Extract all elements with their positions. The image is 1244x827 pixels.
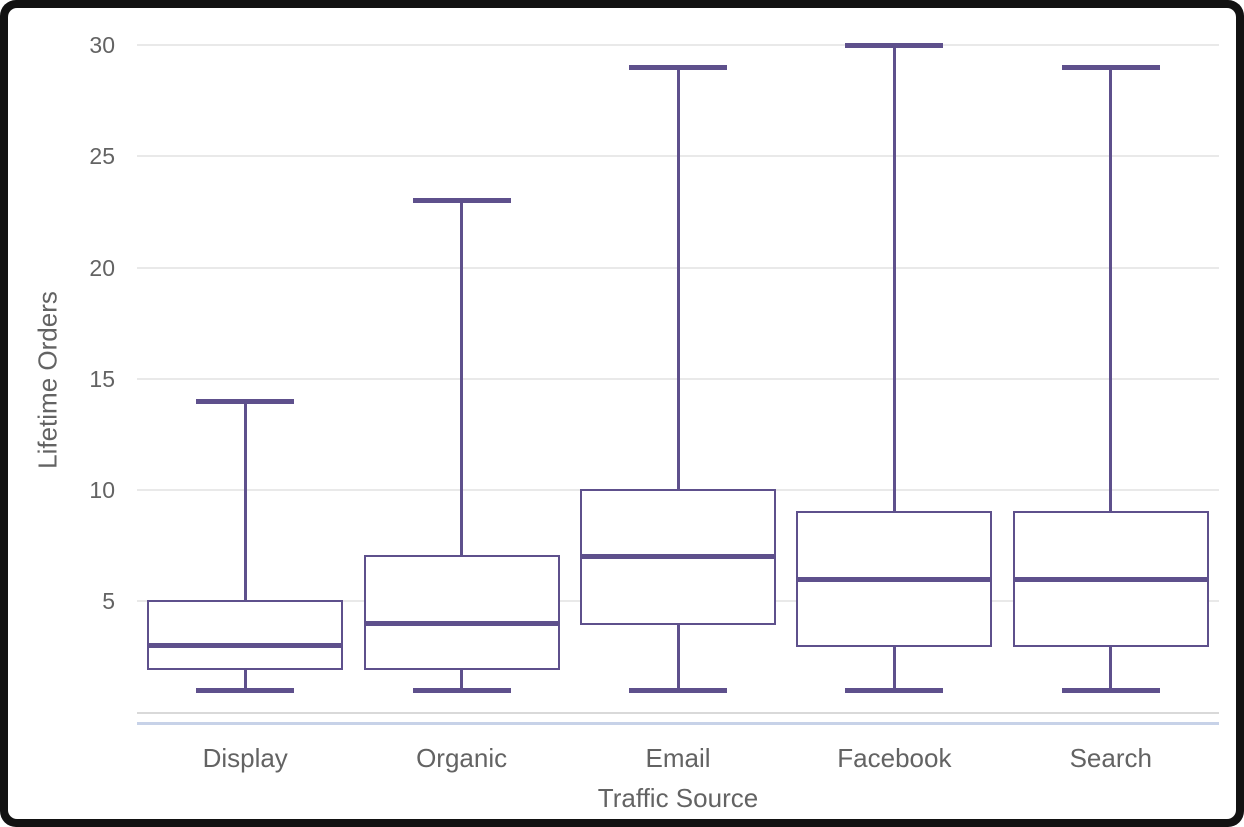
median-line-display — [147, 643, 344, 649]
upper-whisker-search — [1109, 67, 1113, 513]
median-line-organic — [363, 621, 560, 626]
lower-whisker-organic — [460, 668, 464, 691]
upper-whisker-cap-organic — [412, 198, 511, 204]
y-tick-label-10: 10 — [89, 477, 115, 503]
iqr-box-display — [147, 599, 344, 670]
lower-whisker-cap-display — [196, 687, 295, 693]
x-axis-accent-line — [137, 721, 1219, 725]
median-line-search — [1012, 576, 1209, 582]
upper-whisker-cap-email — [629, 64, 727, 70]
x-tick-label-email: Email — [645, 743, 711, 773]
lower-whisker-cap-email — [629, 687, 727, 693]
lower-whisker-display — [243, 668, 247, 691]
x-tick-label-organic: Organic — [416, 743, 508, 773]
y-tick-label-25: 25 — [89, 143, 115, 170]
chart-canvas: Lifetime Orders Traffic Source 5 10 15 20 25… — [8, 8, 1236, 819]
x-tick-label-display: Display — [202, 743, 288, 773]
median-line-facebook — [796, 576, 993, 582]
y-tick-label-15: 15 — [89, 365, 115, 392]
lower-whisker-cap-organic — [412, 687, 511, 693]
y-tick-label-5: 5 — [102, 588, 115, 615]
plot-area: Lifetime Orders Traffic Source 5 10 15 20 25… — [8, 8, 1236, 819]
median-line-email — [580, 554, 776, 560]
upper-whisker-display — [243, 401, 247, 602]
lower-whisker-facebook — [892, 645, 896, 691]
upper-whisker-organic — [460, 200, 464, 557]
y-tick-label-30: 30 — [89, 32, 115, 58]
lower-whisker-cap-search — [1061, 687, 1160, 693]
gridline-30 — [137, 44, 1219, 46]
x-tick-label-search: Search — [1069, 743, 1152, 773]
upper-whisker-cap-search — [1061, 64, 1160, 70]
lower-whisker-email — [676, 623, 680, 691]
x-axis-title: Traffic Source — [597, 783, 759, 813]
x-tick-label-facebook: Facebook — [837, 743, 952, 773]
lower-whisker-cap-facebook — [845, 687, 944, 693]
upper-whisker-email — [676, 67, 680, 490]
upper-whisker-cap-facebook — [845, 42, 944, 48]
y-tick-label-20: 20 — [89, 254, 115, 281]
x-axis-line — [137, 711, 1219, 714]
upper-whisker-cap-display — [196, 398, 295, 404]
upper-whisker-facebook — [892, 45, 896, 513]
lower-whisker-search — [1109, 645, 1113, 691]
iqr-box-organic — [363, 555, 560, 670]
